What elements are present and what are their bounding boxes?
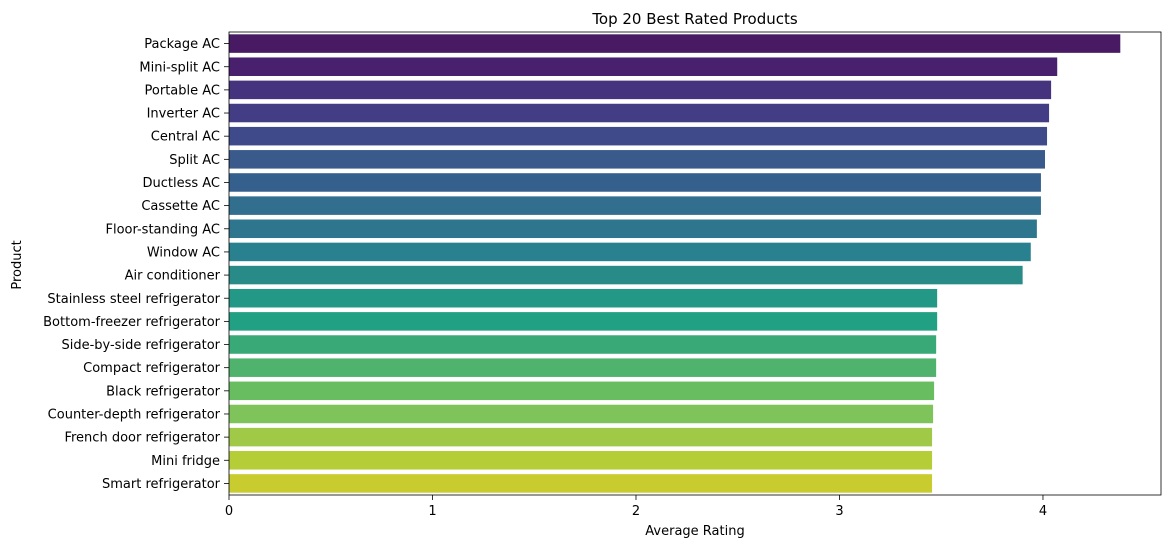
category-label: Counter-depth refrigerator	[48, 408, 221, 423]
bar	[229, 150, 1046, 169]
bar	[229, 404, 934, 424]
bar	[229, 196, 1041, 215]
bar	[229, 335, 937, 354]
bar	[229, 219, 1037, 239]
category-label: Smart refrigerator	[102, 477, 221, 492]
axes-frame	[228, 31, 1162, 496]
bar	[229, 173, 1041, 192]
plot-border	[228, 31, 1162, 496]
bar	[229, 474, 933, 493]
bar	[229, 451, 933, 470]
bar	[229, 242, 1031, 262]
category-label: Floor-standing AC	[105, 222, 220, 237]
bar	[229, 103, 1050, 123]
x-tick-label: 4	[1039, 504, 1047, 519]
bar	[229, 126, 1048, 146]
bars-group	[229, 34, 1121, 493]
category-label: Air conditioner	[125, 269, 221, 284]
chart-title: Top 20 Best Rated Products	[591, 10, 798, 28]
bar	[229, 57, 1058, 76]
bar	[229, 381, 935, 401]
category-label: Mini fridge	[151, 454, 220, 469]
x-axis-label: Average Rating	[645, 524, 744, 539]
y-axis-label: Product	[10, 240, 25, 289]
category-label: Portable AC	[145, 83, 220, 98]
bar	[229, 80, 1052, 100]
category-label: Bottom-freezer refrigerator	[43, 315, 221, 330]
category-label: Package AC	[144, 37, 220, 52]
category-label: Inverter AC	[147, 107, 220, 122]
category-label: Stainless steel refrigerator	[47, 292, 220, 307]
category-label: Split AC	[169, 153, 220, 168]
category-label: Central AC	[151, 130, 220, 145]
bar	[229, 34, 1121, 53]
bar	[229, 358, 937, 377]
x-tick-label: 3	[835, 504, 843, 519]
x-tick-label: 0	[225, 504, 233, 519]
bar	[229, 265, 1023, 285]
category-label: Ductless AC	[142, 176, 220, 191]
bar	[229, 312, 938, 331]
x-tick-label: 1	[428, 504, 436, 519]
x-axis-ticks: 0 1 2 3 4	[225, 495, 1047, 519]
category-label: Window AC	[147, 245, 220, 260]
category-label: Mini-split AC	[139, 60, 220, 75]
bar	[229, 288, 938, 308]
category-label: Compact refrigerator	[83, 361, 220, 376]
category-labels: Package AC Mini-split AC Portable AC Invert…	[43, 37, 229, 492]
category-label: Black refrigerator	[106, 384, 221, 399]
category-label: Side-by-side refrigerator	[61, 338, 220, 353]
category-label: Cassette AC	[141, 199, 220, 214]
bar	[229, 427, 933, 447]
x-tick-label: 2	[632, 504, 640, 519]
category-label: French door refrigerator	[64, 431, 220, 446]
